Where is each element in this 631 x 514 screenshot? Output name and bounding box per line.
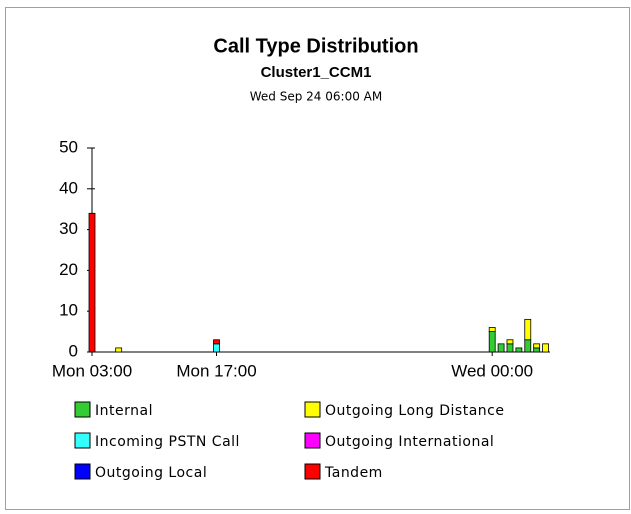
x-tick-label: Wed 00:00 [451, 361, 533, 380]
legend-label: Outgoing Local [95, 465, 207, 481]
y-tick-label: 40 [59, 178, 78, 197]
legend-label: Outgoing Long Distance [325, 403, 504, 419]
legend-swatch [74, 401, 91, 418]
legend-swatch [74, 432, 91, 449]
bar-segment [115, 347, 123, 353]
y-tick-label: 10 [59, 301, 78, 320]
legend-label: Tandem [324, 465, 383, 481]
legend-swatch [304, 401, 321, 418]
bar-segment [533, 343, 541, 349]
bar-segment [506, 339, 514, 345]
bar-segment [506, 343, 514, 353]
chart-subtitle: Cluster1_CCM1 [261, 64, 372, 81]
chart-caption: Wed Sep 24 06:00 AM [250, 90, 382, 104]
x-tick-label: Mon 17:00 [176, 361, 256, 380]
y-tick-label: 20 [59, 260, 78, 279]
bar-segment [213, 339, 220, 345]
legend-label: Internal [95, 403, 153, 419]
bar-segment [497, 343, 505, 353]
frame [5, 7, 630, 510]
bar-segment [488, 331, 496, 353]
bar-segment [524, 318, 532, 341]
bar-segment [213, 343, 220, 353]
bar-segment [533, 347, 541, 353]
x-tick-label: Mon 03:00 [52, 361, 132, 380]
legend-label: Outgoing International [325, 434, 494, 450]
legend-swatch [304, 463, 321, 480]
bar-segment [88, 212, 96, 353]
legend-label: Incoming PSTN Call [95, 434, 240, 450]
y-tick-label: 50 [59, 137, 78, 156]
y-tick-label: 0 [69, 341, 78, 360]
legend-swatch [304, 432, 321, 449]
bar-segment [488, 327, 496, 332]
chart-title: Call Type Distribution [213, 35, 418, 57]
bar-segment [524, 339, 532, 353]
bar-segment [542, 343, 549, 353]
legend-swatch [74, 463, 91, 480]
bar-segment [515, 347, 523, 353]
y-tick-label: 30 [59, 219, 78, 238]
